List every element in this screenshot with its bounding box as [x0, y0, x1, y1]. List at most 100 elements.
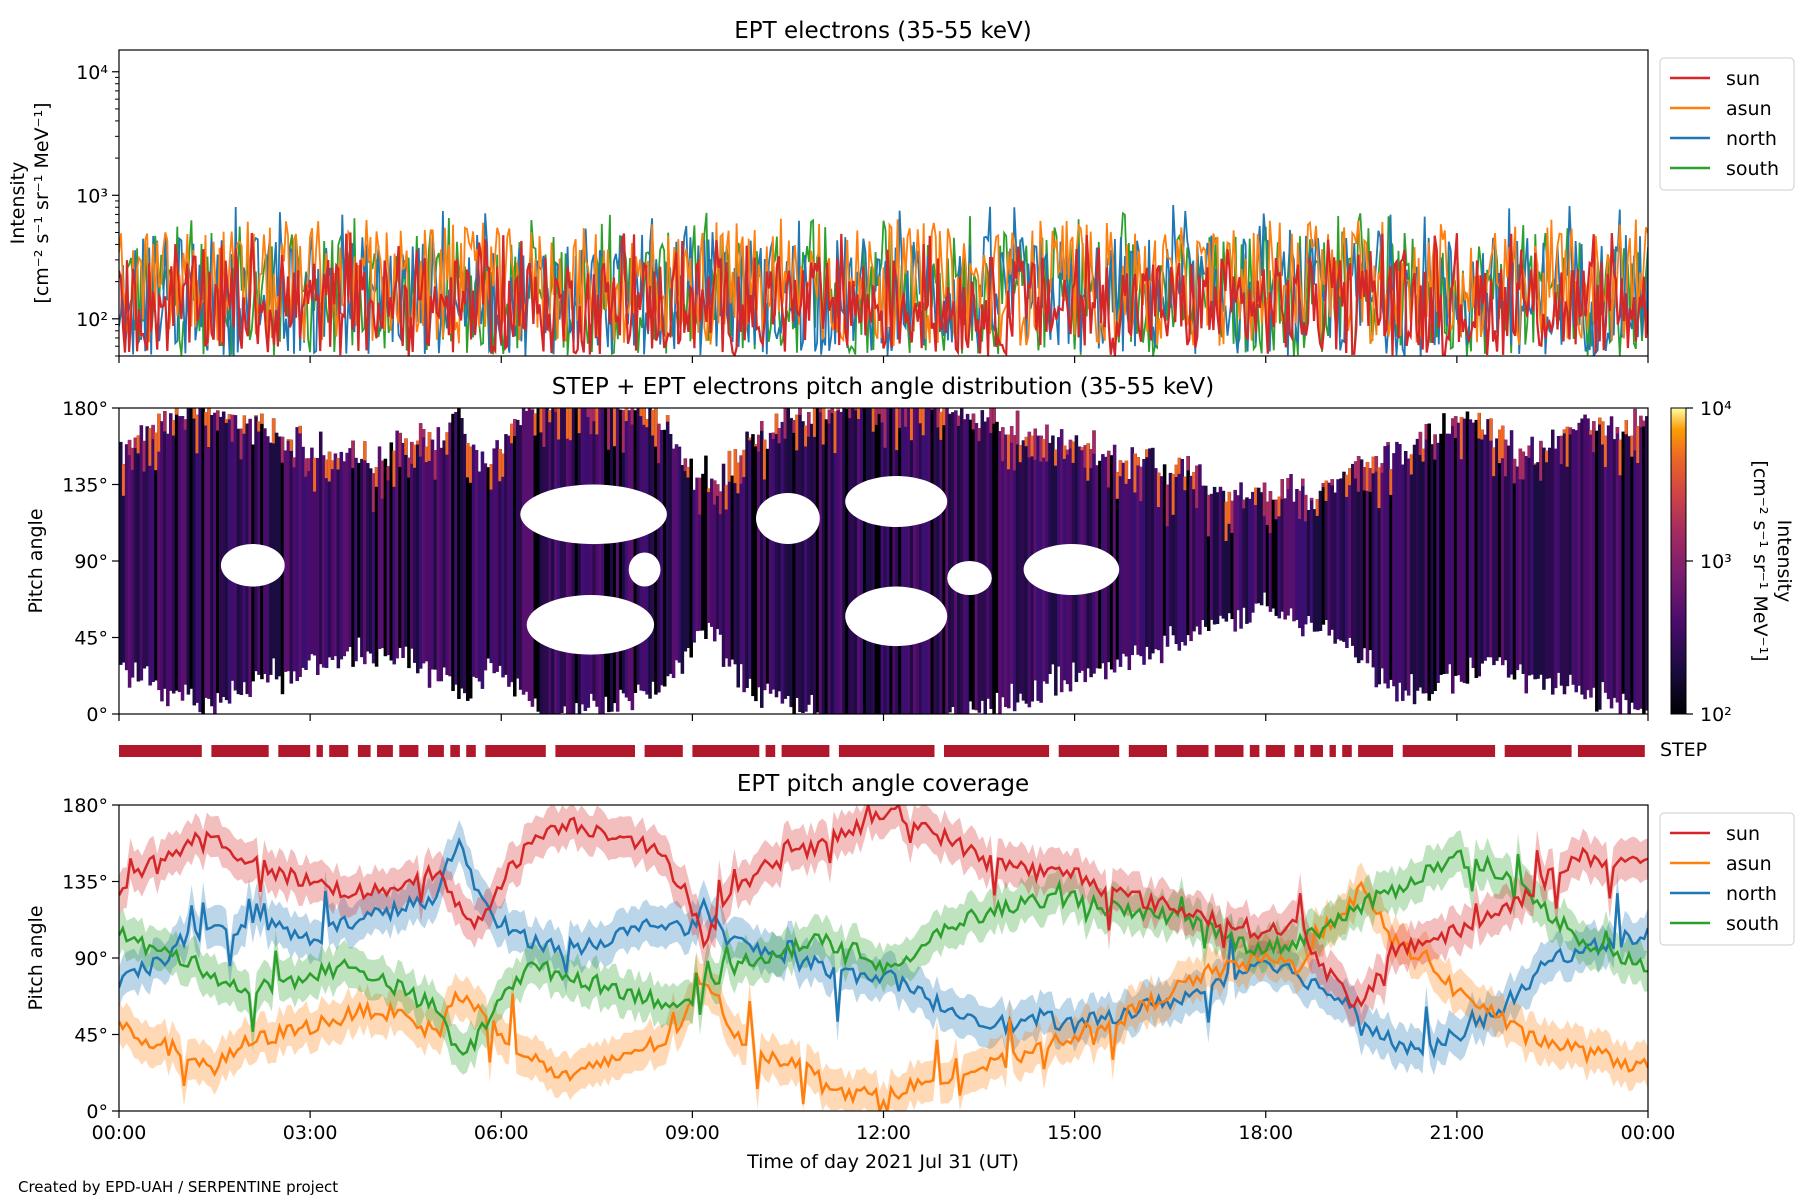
pad-bright-segment [1527, 445, 1531, 458]
pad-column [1112, 444, 1117, 673]
pad-column [1195, 465, 1199, 627]
coverage-legend-frame [1659, 812, 1795, 946]
pad-column [1233, 489, 1237, 632]
pad-column [515, 419, 520, 679]
pad-column [166, 433, 170, 707]
pad-column [618, 409, 623, 690]
pad-bright-segment [1062, 445, 1067, 459]
pad-column [907, 408, 911, 714]
pad-column [901, 408, 905, 714]
pad-bright-segment [1012, 435, 1017, 471]
pad-column [1401, 464, 1405, 701]
pad-bright-segment [327, 451, 332, 482]
colorbar-label-units: [cm⁻² s⁻¹ sr⁻¹ MeV⁻¹] [1749, 460, 1771, 661]
pad-column [168, 413, 173, 691]
pad-bright-segment [665, 415, 670, 422]
pad-column [1289, 474, 1293, 609]
pad-column [951, 412, 955, 707]
pad-column [724, 484, 729, 659]
pad-bright-segment [1065, 449, 1070, 455]
pad-bright-segment [1054, 449, 1058, 466]
pad-xaxis [118, 714, 1649, 721]
intensity-series-group [119, 204, 1648, 356]
credit-footer: Created by EPD-UAH / SERPENTINE project [18, 1178, 338, 1196]
pad-bright-segment [621, 410, 626, 453]
pad-column [218, 416, 223, 703]
pad-bright-segment [195, 414, 199, 454]
pad-bright-segment [757, 434, 761, 452]
pad-bright-segment [254, 415, 258, 417]
pad-column [171, 420, 176, 694]
pad-bright-segment [1433, 434, 1437, 460]
pad-column [271, 418, 276, 659]
pad-bright-segment [1089, 449, 1093, 469]
pad-bright-segment [715, 484, 720, 496]
pad-bright-segment [607, 408, 611, 450]
pad-bright-segment [239, 428, 243, 460]
pad-column [610, 408, 614, 712]
pad-bright-segment [1362, 467, 1367, 491]
pad-column [695, 477, 699, 632]
pad-column [1506, 445, 1511, 678]
pad-column [374, 467, 379, 667]
step-interval [1128, 745, 1167, 757]
pad-bright-segment [1568, 427, 1572, 435]
pad-column [1333, 492, 1337, 644]
pad-bright-segment [1183, 476, 1187, 491]
pad-column [715, 484, 720, 630]
pad-column [948, 413, 952, 713]
step-interval [399, 745, 419, 757]
pad-column [533, 413, 538, 699]
pad-column [721, 463, 726, 667]
pad-column [1368, 468, 1373, 651]
pad-bright-segment [398, 432, 402, 467]
pad-column [1192, 472, 1196, 632]
xtick-label: 00:00 [92, 1122, 147, 1144]
step-interval [450, 745, 460, 757]
pad-column [560, 408, 564, 713]
pad-bright-segment [642, 408, 646, 425]
pad-bright-segment [330, 460, 335, 470]
pad-column [915, 408, 920, 714]
pad-bright-segment [1389, 469, 1393, 495]
step-interval [781, 745, 830, 757]
pad-column [1351, 463, 1355, 646]
pad-column [415, 440, 420, 674]
pad-column [407, 457, 411, 669]
pad-column [783, 408, 788, 699]
pad-bright-segment [1489, 418, 1493, 441]
step-interval [555, 745, 635, 757]
pad-column [1198, 464, 1202, 635]
pad-column [174, 408, 179, 691]
pad-column [1004, 434, 1008, 707]
pad-bright-segment [712, 480, 717, 505]
pad-column [880, 408, 885, 714]
pad-column [1212, 486, 1217, 625]
pad-column [542, 408, 546, 714]
coverage-legend: sun asun north south [1659, 812, 1795, 946]
pad-column [1374, 456, 1379, 688]
pad-bright-segment [307, 458, 311, 472]
pad-column [339, 451, 344, 660]
pad-column [1395, 441, 1399, 702]
legend-south-label: south [1726, 913, 1779, 935]
pad-bright-segment [880, 408, 884, 423]
step-panel: STEP [119, 739, 1707, 761]
xtick-label: 09:00 [665, 1122, 720, 1144]
pad-bright-segment [1071, 441, 1076, 463]
pad-bright-segment [654, 408, 658, 447]
pad-bright-segment [1027, 431, 1031, 458]
pad-column [892, 408, 896, 714]
pad-bright-segment [1409, 454, 1414, 475]
pad-column [548, 410, 552, 714]
pad-column [210, 415, 214, 707]
pad-column [418, 423, 423, 669]
pad-column [530, 408, 535, 707]
pad-column [283, 450, 288, 672]
pad-column [1383, 446, 1387, 684]
pad-bright-segment [762, 439, 767, 480]
pad-column [786, 408, 791, 696]
pad-column [177, 416, 182, 693]
pad-column [1318, 490, 1323, 631]
pad-column [345, 452, 349, 652]
